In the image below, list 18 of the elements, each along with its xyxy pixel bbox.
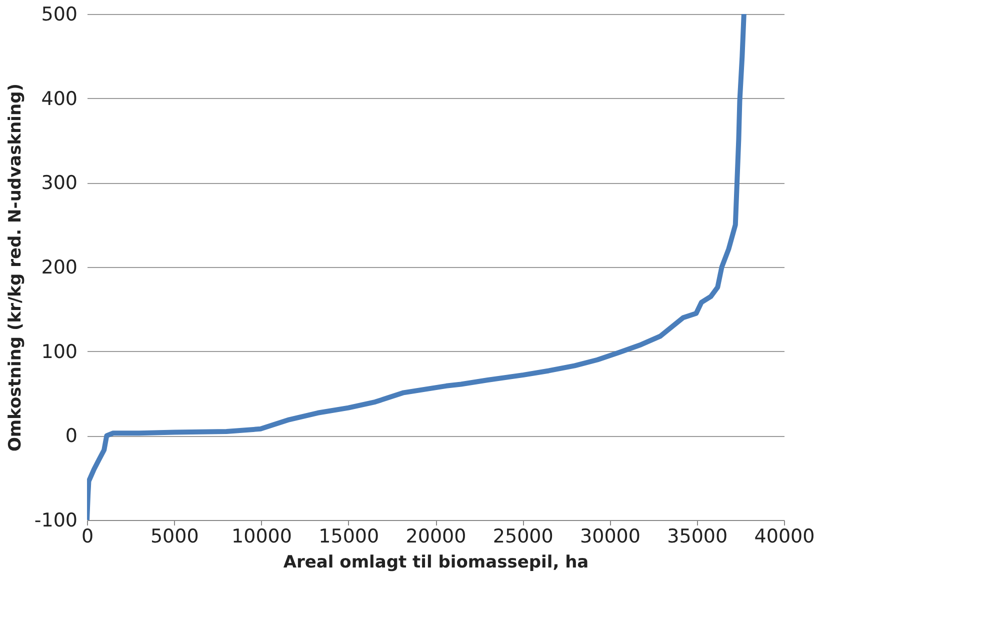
y-tick-label: -100	[34, 510, 78, 532]
x-tick-label: 25000	[492, 526, 554, 548]
x-tick-label: 35000	[667, 526, 728, 548]
y-tick-label: 0	[65, 425, 78, 448]
x-tick-label: 30000	[580, 526, 640, 548]
x-tick-label: 0	[81, 526, 94, 548]
y-tick-label: 400	[41, 88, 78, 110]
x-tick-label: 5000	[150, 526, 199, 548]
x-tick-label: 40000	[754, 526, 815, 548]
x-axis-title: Areal omlagt til biomassepil, ha	[283, 552, 589, 572]
y-tick-label: 100	[41, 340, 78, 363]
y-tick-label: 200	[41, 256, 78, 278]
x-tick-label: 15000	[318, 526, 380, 548]
y-axis-title: Omkostning (kr/kg red. N-udvaskning)	[5, 83, 26, 452]
y-tick-label: 300	[41, 172, 78, 194]
y-tick-label: 500	[41, 4, 78, 26]
x-tick-label: 20000	[406, 526, 466, 548]
x-tick-label: 10000	[232, 526, 292, 548]
